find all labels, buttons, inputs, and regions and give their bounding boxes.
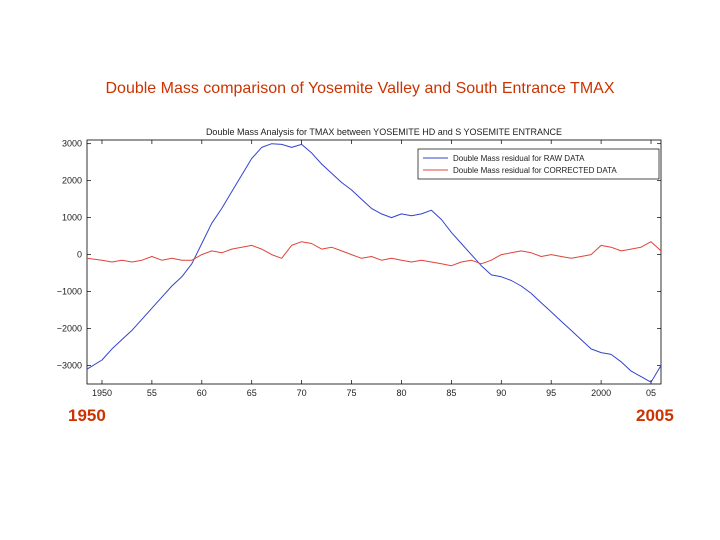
raw-data-line [86,143,662,383]
start-year-label: 1950 [68,406,106,425]
x-tick-label: 95 [546,388,556,398]
end-year-label: 2005 [636,406,674,425]
x-tick-label: 05 [646,388,656,398]
x-tick-label: 85 [446,388,456,398]
y-tick-label: 3000 [62,139,82,149]
y-tick-label: 0 [77,250,82,260]
legend-entry: Double Mass residual for CORRECTED DATA [453,166,617,175]
x-tick-label: 70 [297,388,307,398]
y-tick-label: −2000 [57,324,82,334]
x-tick-label: 90 [496,388,506,398]
chart-title: Double Mass Analysis for TMAX between YO… [206,127,562,137]
x-tick-label: 55 [147,388,157,398]
x-tick-label: 60 [197,388,207,398]
y-tick-label: 1000 [62,213,82,223]
slide-title: Double Mass comparison of Yosemite Valle… [105,80,615,97]
x-tick-label: 80 [396,388,406,398]
x-tick-label: 1950 [92,388,112,398]
x-tick-label: 2000 [591,388,611,398]
plot-frame [86,139,662,385]
y-tick-label: −1000 [57,287,82,297]
y-tick-label: −3000 [57,361,82,371]
legend-entry: Double Mass residual for RAW DATA [453,154,585,163]
x-tick-label: 65 [247,388,257,398]
x-tick-label: 75 [347,388,357,398]
legend-box [417,148,660,180]
y-tick-label: 2000 [62,176,82,186]
corrected-data-line [86,241,662,267]
